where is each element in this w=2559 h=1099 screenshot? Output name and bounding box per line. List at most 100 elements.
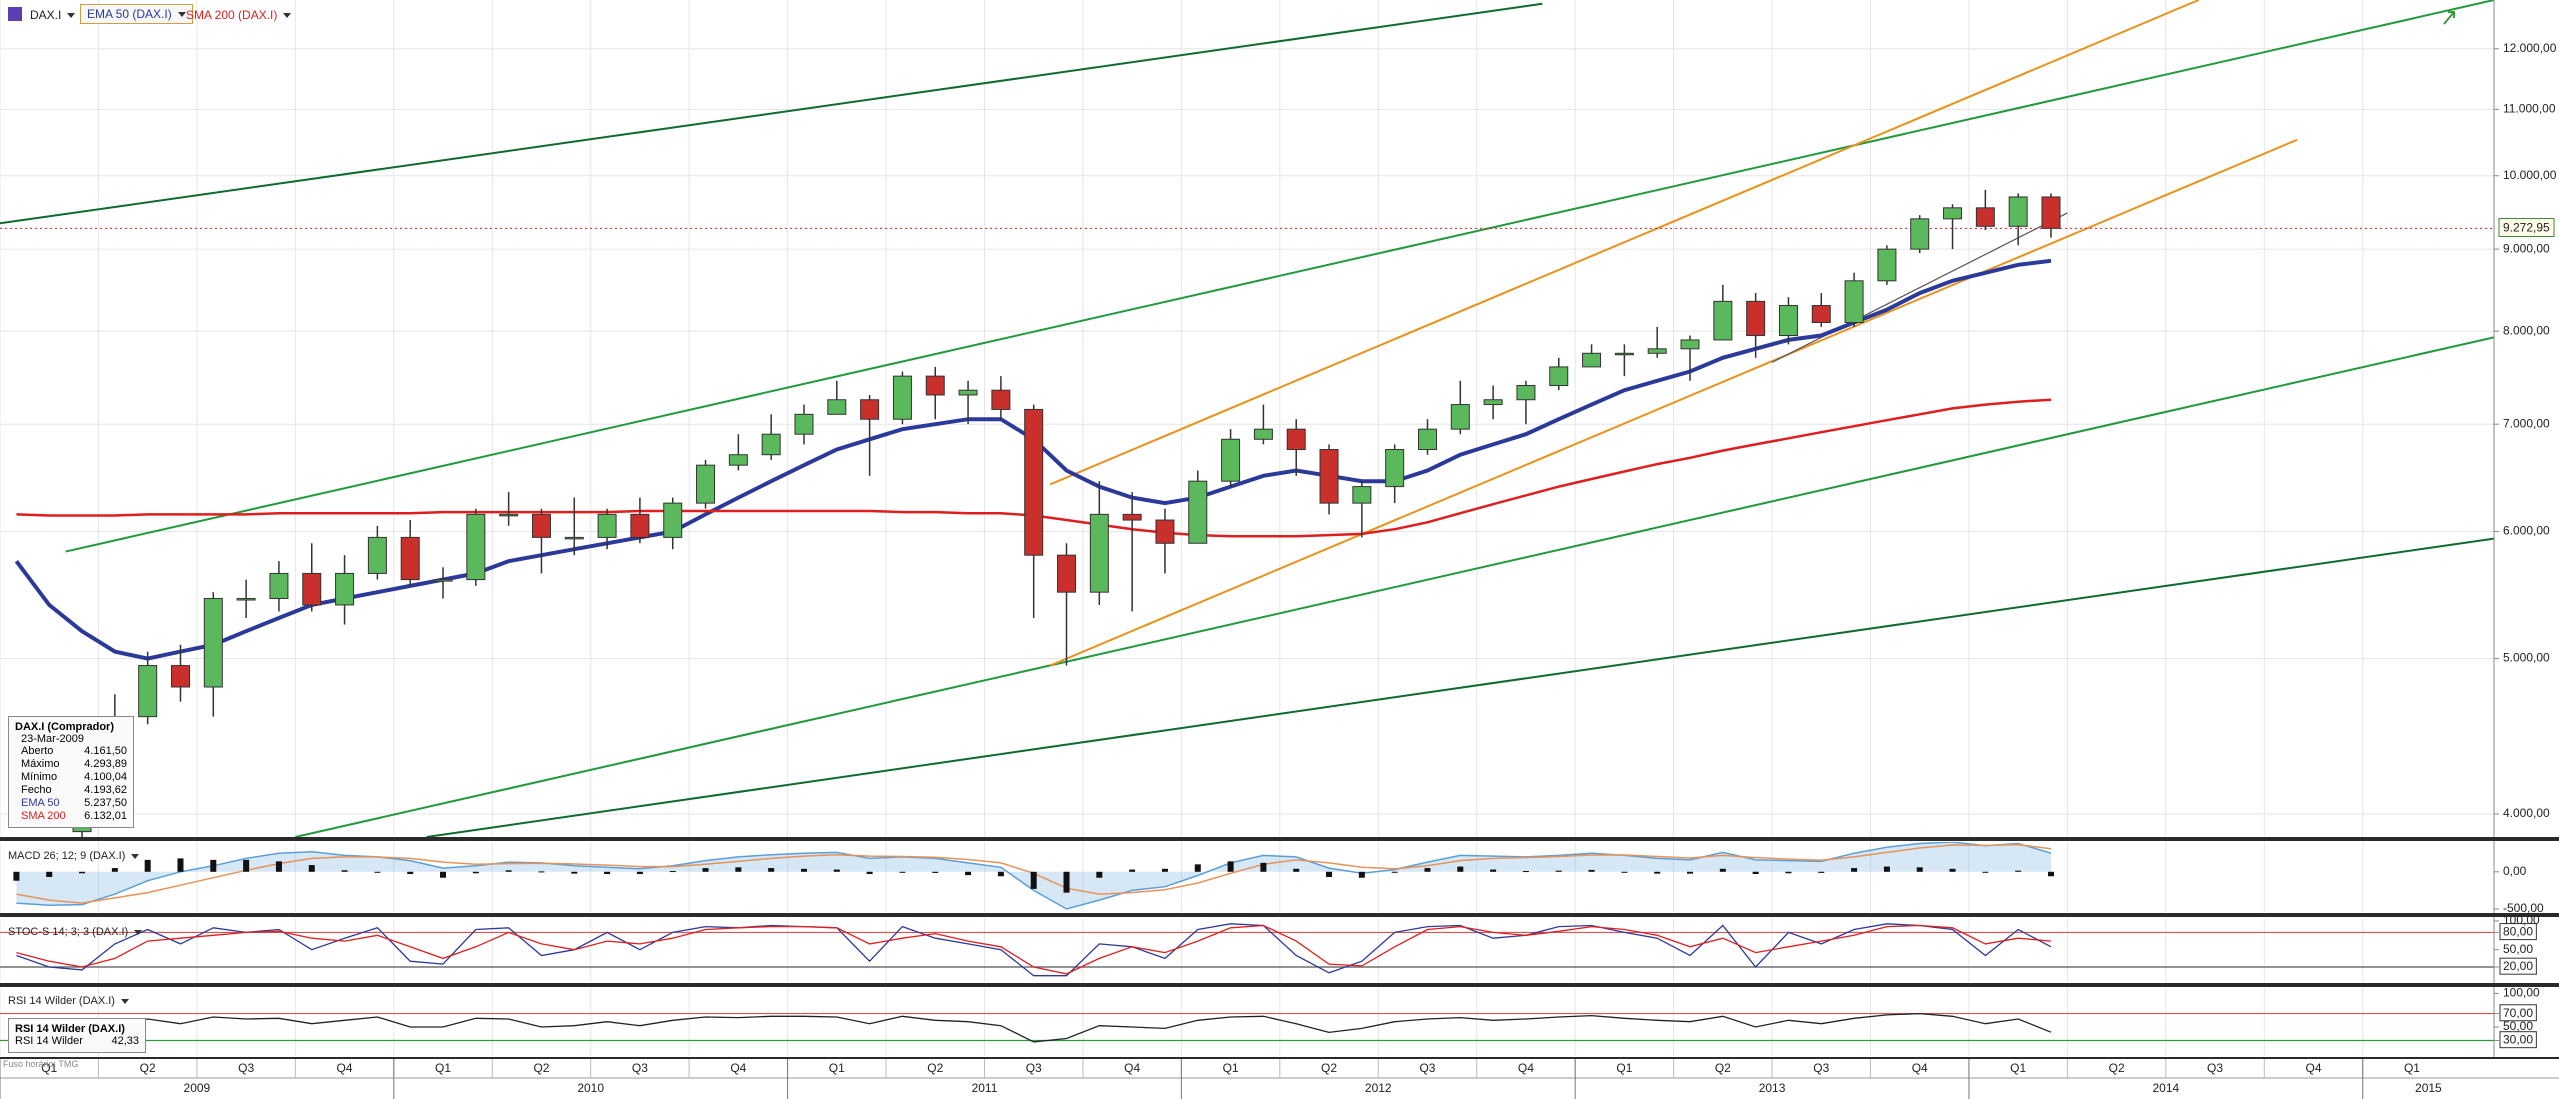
macd-histogram-bar bbox=[1687, 871, 1694, 874]
macd-histogram-bar bbox=[1457, 866, 1464, 872]
year-label: 2012 bbox=[1365, 1081, 1392, 1095]
trend-line bbox=[295, 336, 2494, 837]
candle-body bbox=[1417, 428, 1437, 451]
candle-body bbox=[531, 513, 551, 538]
macd-histogram-bar bbox=[1555, 870, 1562, 872]
macd-histogram-bar bbox=[1293, 868, 1300, 872]
indicator-line bbox=[16, 923, 2052, 977]
y-tick-label: 6.000,00 bbox=[2503, 524, 2550, 538]
y-tick-label: 8.000,00 bbox=[2503, 323, 2550, 337]
timezone-note: Fuso horário: TMG bbox=[3, 1059, 79, 1069]
macd-histogram-bar bbox=[341, 870, 348, 872]
tooltip-value: 6.132,01 bbox=[84, 810, 127, 822]
macd-histogram-bar bbox=[1654, 871, 1661, 874]
macd-histogram-bar bbox=[275, 861, 282, 872]
y-tick-label: 30,00 bbox=[2503, 1033, 2533, 1047]
candle-body bbox=[1844, 280, 1864, 324]
quarter-label: Q1 bbox=[2010, 1061, 2026, 1075]
candle-body bbox=[860, 399, 880, 420]
candle-body bbox=[170, 665, 190, 688]
macd-histogram-bar bbox=[1883, 866, 1890, 872]
trend-line bbox=[1049, 0, 2200, 486]
quarter-label: Q2 bbox=[533, 1061, 549, 1075]
candle-body bbox=[1910, 218, 1930, 250]
tooltip-row: Máximo 4.293,89 bbox=[15, 758, 127, 771]
candle-body bbox=[2008, 196, 2028, 227]
macd-histogram-bar bbox=[472, 871, 479, 874]
symbol-icon[interactable] bbox=[8, 7, 22, 21]
candle-body bbox=[1516, 384, 1536, 401]
macd-histogram-bar bbox=[1063, 871, 1070, 893]
quarter-label: Q4 bbox=[730, 1061, 746, 1075]
quarter-label: Q2 bbox=[927, 1061, 943, 1075]
candle-body bbox=[1122, 513, 1142, 521]
candle-body bbox=[1155, 519, 1175, 544]
level-label-box bbox=[2499, 957, 2537, 975]
macd-line bbox=[16, 842, 2052, 910]
macd-histogram-bar bbox=[243, 859, 250, 872]
macd-histogram-bar bbox=[13, 871, 20, 881]
quarter-label: Q1 bbox=[1616, 1061, 1632, 1075]
tooltip-rows: Aberto 4.161,50 Máximo 4.293,89 Mínimo 4.100,… bbox=[15, 745, 127, 823]
y-tick-label: 7.000,00 bbox=[2503, 416, 2550, 430]
candle-body bbox=[696, 464, 716, 504]
macd-histogram-bar bbox=[440, 871, 447, 878]
tooltip-row: Aberto 4.161,50 bbox=[15, 745, 127, 758]
rsi-tooltip-label: RSI 14 Wilder bbox=[15, 1035, 83, 1047]
macd-histogram-bar bbox=[899, 871, 906, 873]
tooltip-value: 4.100,04 bbox=[84, 771, 127, 783]
candle-body bbox=[1286, 428, 1306, 451]
stoch-selector[interactable]: STOC-S 14; 3; 3 (DAX.I) bbox=[8, 926, 142, 938]
candle-body bbox=[1483, 399, 1503, 406]
candle-body bbox=[236, 598, 256, 601]
macd-selector[interactable]: MACD 26; 12; 9 (DAX.I) bbox=[8, 850, 139, 862]
candle-body bbox=[1877, 248, 1897, 282]
macd-histogram-bar bbox=[965, 871, 972, 876]
macd-histogram-bar bbox=[1391, 871, 1398, 873]
macd-histogram-bar bbox=[1752, 871, 1759, 875]
expand-icon[interactable] bbox=[2443, 11, 2455, 25]
rsi-tooltip-value: 42,33 bbox=[111, 1035, 139, 1047]
y-tick-label: 50,00 bbox=[2503, 942, 2533, 956]
data-layer bbox=[0, 0, 2494, 1043]
macd-histogram-bar bbox=[407, 871, 414, 875]
macd-histogram-bar bbox=[1818, 871, 1825, 873]
quarter-label: Q1 bbox=[41, 1061, 57, 1075]
quarter-label: Q1 bbox=[435, 1061, 451, 1075]
tooltip-row: Fecho 4.193,62 bbox=[15, 784, 127, 797]
macd-histogram-bar bbox=[636, 871, 643, 875]
tooltip-label: Máximo bbox=[21, 758, 60, 770]
candle-body bbox=[1024, 408, 1044, 556]
candle-body bbox=[794, 413, 814, 435]
symbol-selector[interactable]: DAX.I bbox=[30, 8, 75, 22]
macd-histogram-bar bbox=[932, 871, 939, 873]
tooltip-value: 4.193,62 bbox=[84, 784, 127, 796]
tooltip-title: DAX.I (Comprador) bbox=[15, 721, 114, 733]
level-label-box bbox=[2499, 1031, 2537, 1049]
indicator-line bbox=[16, 1012, 2052, 1043]
candle-body bbox=[630, 513, 650, 538]
sma-selector[interactable]: SMA 200 (DAX.I) bbox=[186, 8, 291, 22]
macd-histogram-bar bbox=[2015, 870, 2022, 872]
trend-line bbox=[0, 2, 1543, 225]
last-price-label: 9.272,95 bbox=[2503, 220, 2550, 234]
macd-histogram-bar bbox=[505, 870, 512, 872]
candle-body bbox=[1188, 480, 1208, 544]
quarter-label: Q4 bbox=[1518, 1061, 1534, 1075]
candle-body bbox=[367, 536, 387, 574]
quarter-label: Q2 bbox=[1715, 1061, 1731, 1075]
macd-histogram-bar bbox=[177, 858, 184, 872]
y-tick-label: 100,00 bbox=[2503, 986, 2540, 1000]
ema-selector[interactable]: EMA 50 (DAX.I) bbox=[80, 4, 193, 24]
tooltip-label: Fecho bbox=[21, 784, 52, 796]
candle-body bbox=[663, 502, 683, 538]
candle-body bbox=[138, 665, 158, 718]
panel-separator bbox=[0, 1057, 2559, 1059]
level-label-box bbox=[2499, 923, 2537, 941]
rsi-tooltip-title: RSI 14 Wilder (DAX.I) bbox=[15, 1023, 125, 1035]
macd-histogram-bar bbox=[79, 871, 86, 874]
macd-histogram-bar bbox=[735, 867, 742, 872]
rsi-selector[interactable]: RSI 14 Wilder (DAX.I) bbox=[8, 995, 129, 1007]
